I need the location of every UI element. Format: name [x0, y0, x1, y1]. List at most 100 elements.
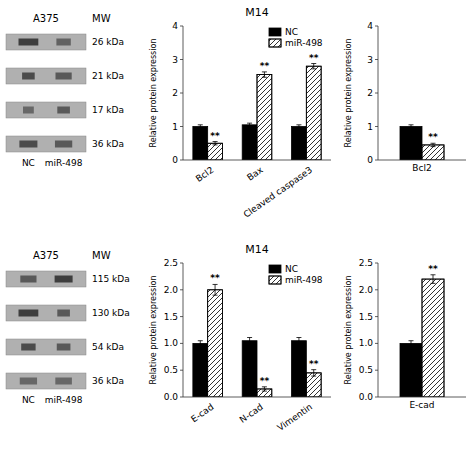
legend-label: NC [285, 264, 298, 274]
y-tick [375, 126, 378, 127]
bar-hatch [208, 143, 223, 160]
y-tick [375, 26, 378, 27]
blot-title: A375 [33, 250, 59, 261]
error-cap [247, 126, 252, 127]
error-bar [213, 284, 218, 295]
error-cap [213, 295, 218, 296]
error-line [298, 125, 299, 128]
y-tick-label: 1 [172, 122, 178, 132]
y-tick [180, 26, 183, 27]
error-cap [296, 124, 301, 125]
error-bar [296, 125, 301, 128]
blot-band [22, 73, 35, 80]
y-tick [375, 370, 378, 371]
legend-swatch [269, 39, 281, 47]
error-cap [296, 128, 301, 129]
y-tick-label: 0.0 [359, 392, 374, 402]
blot-band [19, 141, 37, 148]
significance: ** [260, 61, 270, 71]
y-tick [180, 289, 183, 290]
x-tick-label: Bcl2 [412, 163, 431, 173]
error-line [264, 387, 265, 391]
y-tick [375, 59, 378, 60]
error-bar [311, 64, 316, 69]
y-axis-label: Relative protein expression [344, 39, 353, 148]
y-tick-label: 2.0 [164, 285, 179, 295]
legend: NCmiR-498 [269, 264, 323, 285]
y-tick-label: 2.5 [359, 258, 373, 268]
y-axis [378, 26, 379, 160]
blot-band [57, 310, 70, 317]
error-cap [431, 274, 436, 275]
error-cap [213, 144, 218, 145]
mw-label: 36 kDa [92, 139, 124, 149]
error-cap [198, 340, 203, 341]
blot-panel: A375MW115 kDa130 kDa54 kDa36 kDaNCmiR-49… [6, 250, 130, 405]
error-line [249, 338, 250, 344]
plot-area [193, 64, 321, 160]
y-tick-label: 0.5 [164, 365, 178, 375]
y-axis [183, 26, 184, 160]
y-tick-label: 0.0 [164, 392, 179, 402]
error-bar [198, 125, 203, 128]
mw-label: 36 kDa [92, 376, 124, 386]
mw-header: MW [92, 250, 111, 261]
lane-label: miR-498 [45, 158, 83, 168]
significance: ** [210, 273, 220, 283]
error-line [200, 341, 201, 346]
blot-band [57, 344, 71, 351]
mw-label: 17 kDa [92, 105, 124, 115]
y-tick [180, 59, 183, 60]
y-tick [180, 370, 183, 371]
error-cap [311, 63, 316, 64]
legend-label: NC [285, 27, 298, 37]
blot-band [21, 344, 35, 351]
chart-title: M14 [245, 243, 269, 256]
blot-row [6, 68, 86, 84]
error-cap [247, 123, 252, 124]
y-tick-label: 1.5 [359, 312, 373, 322]
blot-row [6, 373, 86, 389]
y-tick-label: 0 [367, 155, 373, 165]
significance: ** [428, 264, 438, 274]
bar [422, 279, 444, 397]
lane-label: NC [22, 158, 35, 168]
significance: ** [260, 376, 270, 386]
bar-hatch [208, 290, 223, 397]
legend-swatch-hatch [269, 276, 281, 284]
error-cap [409, 124, 414, 125]
error-cap [311, 376, 316, 377]
x-axis [183, 397, 331, 398]
bar [306, 66, 321, 160]
y-tick-label: 4 [172, 21, 178, 31]
error-bar [431, 275, 436, 284]
error-bar [296, 338, 301, 344]
y-tick-label: 1.0 [164, 338, 179, 348]
y-axis [183, 263, 184, 397]
error-line [411, 125, 412, 128]
bar [208, 290, 223, 397]
y-tick-label: 3 [172, 55, 178, 65]
legend-swatch [269, 265, 281, 273]
error-cap [213, 141, 218, 142]
error-line [313, 64, 314, 69]
error-cap [409, 340, 414, 341]
error-bar [247, 123, 252, 126]
bar-hatch [422, 145, 444, 160]
blot-band [55, 276, 73, 283]
error-cap [213, 284, 218, 285]
y-tick-label: 2 [367, 88, 373, 98]
y-tick [180, 126, 183, 127]
error-bar [409, 341, 414, 346]
x-tick-label: Bax [245, 164, 265, 182]
error-cap [198, 128, 203, 129]
blot-band [56, 39, 70, 46]
bar [208, 143, 223, 160]
plot-area [400, 125, 444, 160]
legend-swatch-hatch [269, 39, 281, 47]
significance: ** [309, 53, 319, 63]
bar [306, 373, 321, 397]
error-line [215, 284, 216, 295]
bar-hatch [306, 373, 321, 397]
legend-swatch [269, 276, 281, 284]
